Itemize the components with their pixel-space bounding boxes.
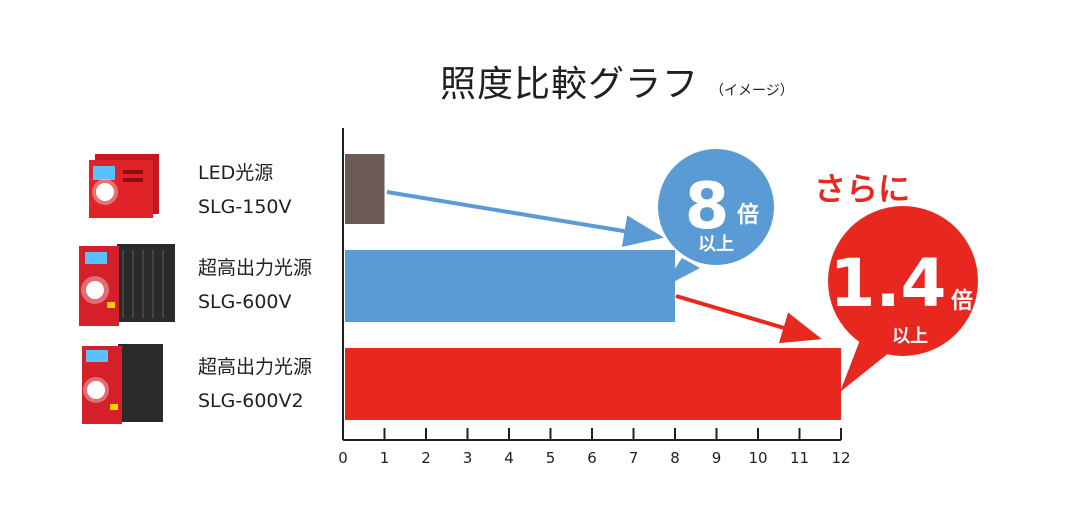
callout-1-4x-suffix: 以上 (892, 326, 928, 347)
callout-8x: 8 倍 以上 (658, 149, 774, 288)
more-emphasis: さらに (814, 170, 910, 208)
x-tick-label: 0 (338, 449, 348, 467)
bar-SLG-600V2 (345, 348, 841, 420)
x-tick-label: 6 (587, 449, 597, 467)
bar-SLG-150V (345, 154, 385, 224)
bar-SLG-600V (345, 250, 675, 322)
red-black-light-source-unit-icon (80, 340, 165, 426)
x-tick-label: 7 (629, 449, 639, 467)
x-tick-label: 12 (831, 449, 850, 467)
x-tick-label: 4 (504, 449, 514, 467)
product-label-1: LED光源 SLG-150V (198, 156, 292, 224)
callout-8x-suffix: 以上 (698, 234, 734, 255)
product-model: SLG-600V (198, 291, 292, 313)
x-tick-label: 3 (463, 449, 473, 467)
product-name: 超高出力光源 (198, 257, 313, 279)
product-model: SLG-600V2 (198, 390, 304, 412)
x-tick-label: 8 (670, 449, 680, 467)
callout-1-4x-value: 1.4 (830, 245, 947, 322)
increase-arrow-1 (386, 190, 664, 247)
x-tick-label: 9 (712, 449, 722, 467)
product-name: LED光源 (198, 162, 274, 184)
red-light-source-unit-icon (85, 148, 165, 222)
callout-8x-unit: 倍 (737, 202, 759, 228)
x-tick-label: 2 (421, 449, 431, 467)
chart-title: 照度比較グラフ (440, 64, 700, 105)
x-tick-label: 10 (748, 449, 767, 467)
callout-1-4x: 1.4 倍 以上 (828, 206, 978, 392)
product-model: SLG-150V (198, 196, 292, 218)
product-label-2: 超高出力光源 SLG-600V (198, 251, 312, 319)
product-name: 超高出力光源 (198, 356, 313, 378)
large-red-black-light-source-unit-icon (77, 240, 177, 328)
x-tick-label: 5 (546, 449, 556, 467)
callout-8x-value: 8 (685, 170, 730, 244)
increase-arrow-2 (675, 294, 822, 344)
x-tick-label: 1 (380, 449, 390, 467)
callout-1-4x-unit: 倍 (951, 288, 973, 314)
product-label-3: 超高出力光源 SLG-600V2 (198, 350, 312, 418)
chart-subtitle: （イメージ） (710, 83, 794, 99)
x-tick-label: 11 (790, 449, 809, 467)
